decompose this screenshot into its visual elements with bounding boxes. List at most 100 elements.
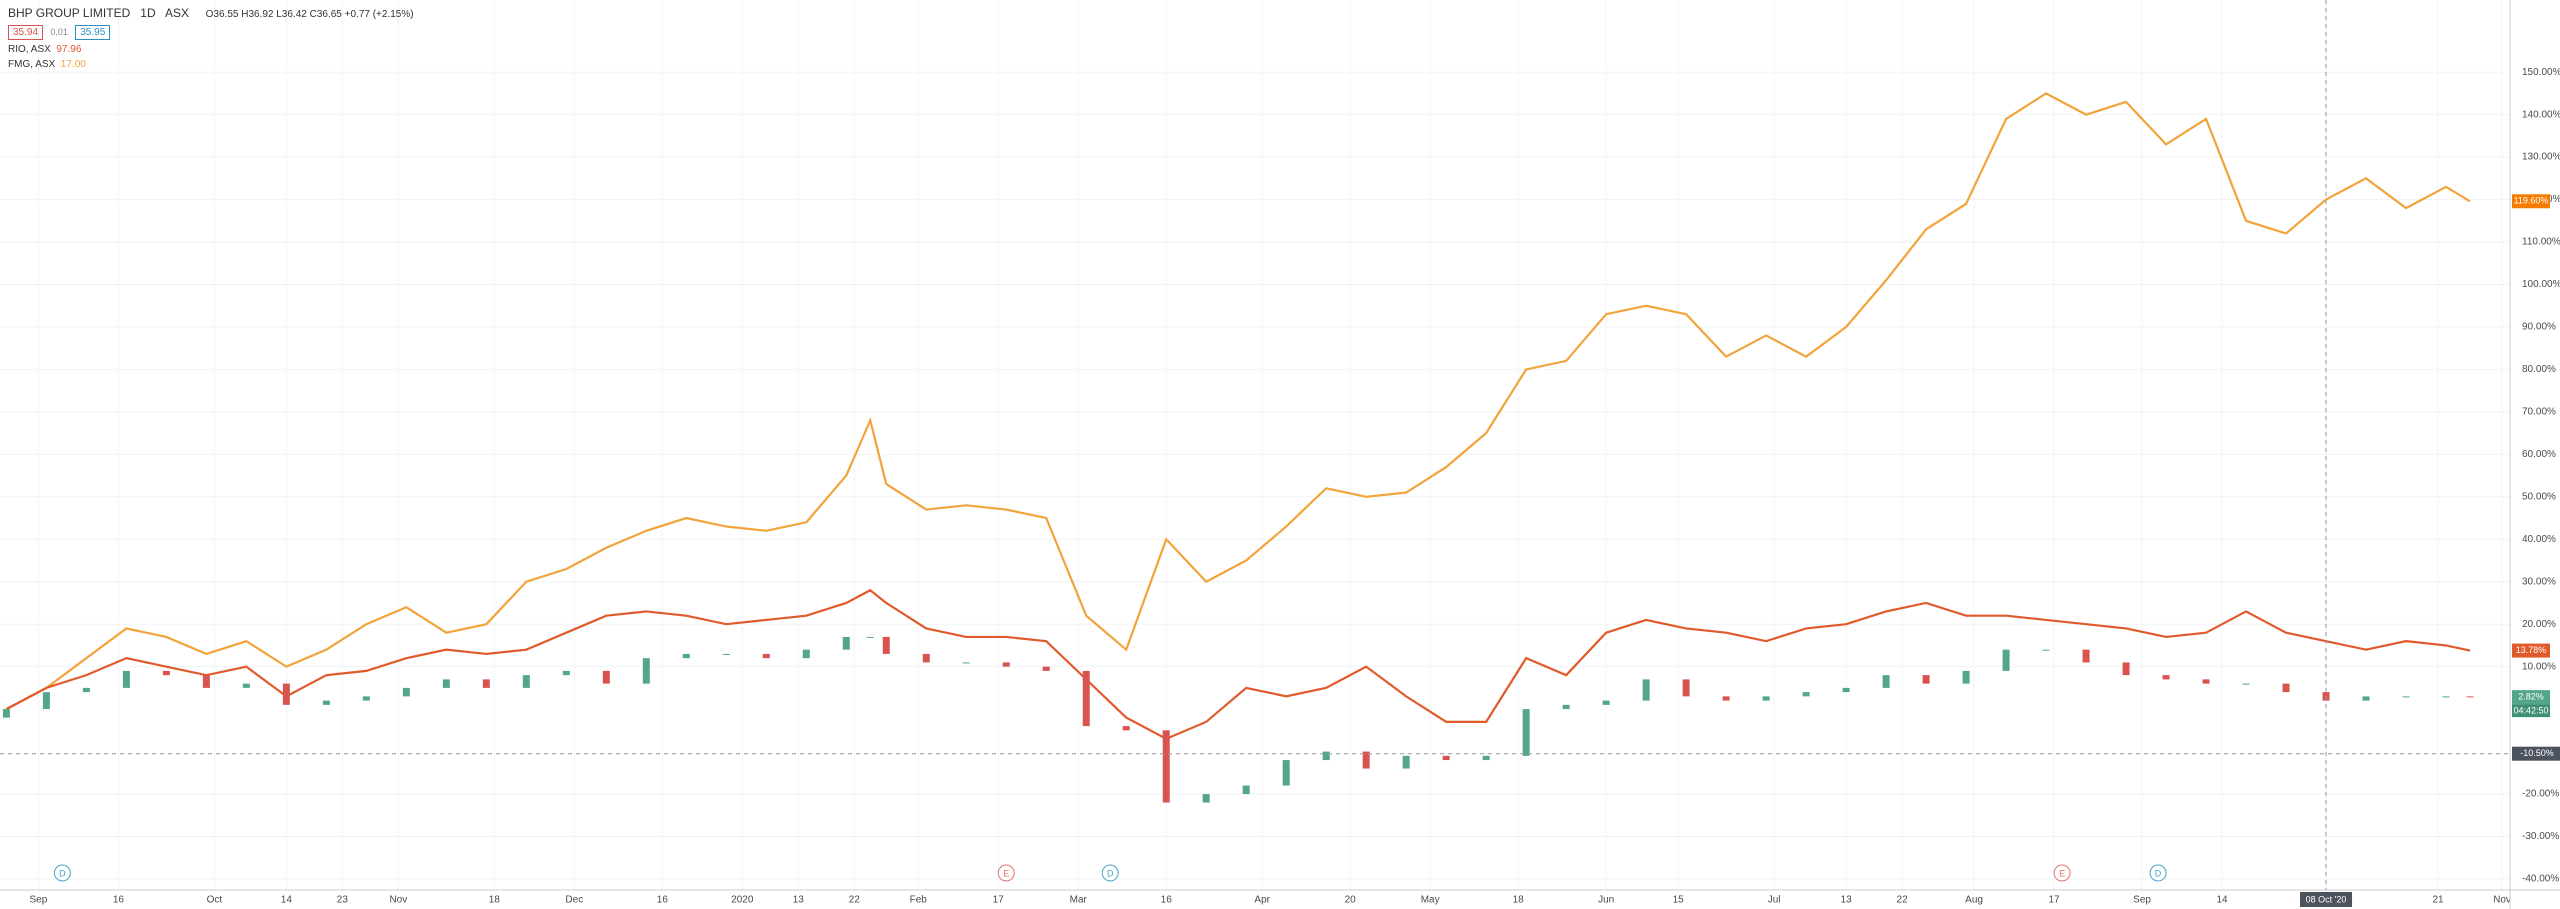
y-tick-label: 40.00% [2522,534,2556,545]
candle-body [1682,679,1690,697]
countdown-tag [2512,704,2550,718]
crosshair-y-label: -10.50% [2520,748,2554,758]
x-tick-label: 23 [337,895,349,906]
x-tick-label: Feb [910,895,928,906]
event-marker[interactable]: D [2149,864,2167,882]
candle-body [2442,696,2450,698]
crosshair-tag [2512,746,2560,761]
ask[interactable]: 35.95 [75,25,111,40]
candle-body [1642,679,1650,701]
price-tag-label: 119.60% [2514,196,2549,206]
candle-body [242,683,250,688]
x-tick-label: Oct [207,895,223,906]
candle-body [1202,794,1210,803]
x-tick-label: 17 [993,895,1005,906]
x-tick-label: Jul [1768,895,1781,906]
candle-body [1002,662,1010,667]
main-row: BHP GROUP LIMITED 1D ASX O36.55 H36.92 L… [8,6,414,20]
compare-price: 17.00 [60,59,86,70]
y-tick-label: 110.00% [2522,237,2560,248]
candle-body [2,709,10,718]
x-tick-label: Jun [1598,895,1614,906]
candle-body [1482,755,1490,761]
candle-body [882,636,890,654]
candle-body [2042,649,2050,651]
candle-body [1282,760,1290,786]
candle-body [1402,755,1410,769]
x-tick-label: Mar [1070,895,1088,906]
candle-body [1122,726,1130,731]
y-tick-label: 100.00% [2522,279,2560,290]
candle-body [1162,730,1170,803]
price-tag-label: 13.78% [2516,645,2547,655]
x-tick-label: 22 [1897,895,1909,906]
compare-name: RIO, ASX [8,44,51,55]
candle-body [1602,700,1610,705]
candle-body [682,653,690,659]
bid[interactable]: 35.94 [8,25,44,40]
candle-body [1242,785,1250,795]
candle-body [842,636,850,650]
y-tick-label: 140.00% [2522,109,2560,120]
x-tick-label: Sep [29,895,47,906]
x-tick-label: 21 [2432,895,2444,906]
compare-row: RIO, ASX 97.96 [8,44,414,55]
x-tick-label: May [1421,895,1440,906]
series-line [5,588,2471,741]
candle-body [82,687,90,693]
price-tag [2512,194,2550,209]
event-label: E [2059,868,2065,878]
x-tick-label: 13 [793,895,805,906]
y-tick-label: 90.00% [2522,322,2556,333]
candle-body [42,692,50,710]
countdown: 04:42:50 [2513,706,2548,716]
event-label: E [1003,868,1009,878]
compare-price: 97.96 [56,44,82,55]
x-tick-label: 18 [1513,895,1525,906]
y-tick-label: 150.00% [2522,67,2560,78]
y-tick-label: 20.00% [2522,619,2556,630]
candle-body [1722,696,1730,701]
candle-body [162,670,170,676]
interval[interactable]: 1D [140,6,156,20]
symbol[interactable]: BHP GROUP LIMITED [8,6,131,20]
x-tick-label: Nov [389,895,407,906]
candle-body [2362,696,2370,701]
candle-body [802,649,810,659]
event-marker[interactable]: E [2053,864,2071,882]
candle-body [1842,687,1850,693]
series-line [5,92,2471,711]
price-tag [2512,643,2550,658]
x-tick-label: 14 [281,895,293,906]
candle-body [202,675,210,688]
x-tick-label: 16 [1161,895,1173,906]
candle-body [922,653,930,663]
y-tick-label: 60.00% [2522,449,2556,460]
x-tick-label: 14 [2216,895,2228,906]
exchange: ASX [164,6,189,20]
x-tick-label: 20 [1345,895,1357,906]
candle-body [1442,755,1450,761]
crosshair-x-label: 08 Oct '20 [2306,894,2347,904]
event-marker[interactable]: E [997,864,1015,882]
event-marker[interactable]: D [1101,864,1119,882]
candle-body [1042,666,1050,671]
x-tick-label: Dec [565,895,583,906]
y-tick-label: -40.00% [2522,874,2559,885]
event-marker[interactable]: D [53,864,71,882]
candle-body [866,636,874,638]
candle-body [1962,670,1970,684]
y-tick-label: 70.00% [2522,407,2556,418]
candle-body [562,670,570,676]
price-tag [2512,690,2550,705]
event-circle [2149,864,2167,882]
x-tick-label: 16 [657,895,669,906]
y-tick-label: -20.00% [2522,789,2559,800]
x-tick-label: Aug [1965,895,1983,906]
y-tick-label: 130.00% [2522,152,2560,163]
x-tick-label: 2020 [731,895,754,906]
candle-body [2122,662,2130,676]
candle-body [1082,670,1090,727]
